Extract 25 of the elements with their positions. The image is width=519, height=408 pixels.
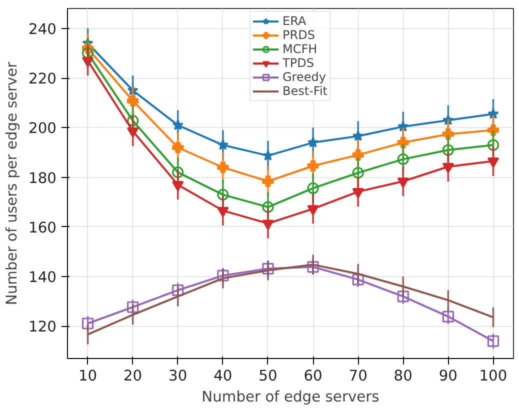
- legend-label: ERA: [282, 14, 306, 28]
- y-tick-label: 220: [28, 70, 57, 88]
- y-axis-title: Number of users per edge server: [4, 60, 21, 306]
- x-axis-title: Number of edge servers: [202, 388, 380, 406]
- legend-label: TPDS: [282, 56, 314, 70]
- x-tick-label: 70: [348, 368, 368, 384]
- legend-label: MCFH: [282, 42, 318, 56]
- legend-label: PRDS: [282, 28, 315, 42]
- x-tick-label: 100: [479, 368, 508, 384]
- y-tick-label: 140: [28, 269, 57, 286]
- x-tick-label: 80: [394, 368, 412, 384]
- legend-label: Best-Fit: [282, 84, 328, 98]
- y-tick-label: 160: [28, 219, 57, 236]
- y-tick-label: 200: [28, 120, 57, 138]
- y-tick-label: 240: [28, 20, 57, 38]
- y-tick-label: 180: [28, 170, 57, 187]
- x-tick-label: 10: [78, 368, 98, 384]
- x-tick-label: 60: [304, 368, 322, 384]
- legend-label: Greedy: [282, 70, 326, 84]
- x-tick-label: 20: [124, 368, 142, 384]
- x-tick-label: 30: [168, 368, 188, 384]
- y-tick-label: 120: [28, 318, 57, 336]
- x-tick-label: 50: [258, 368, 278, 384]
- x-tick-label: 40: [214, 368, 232, 384]
- x-tick-label: 90: [438, 368, 458, 384]
